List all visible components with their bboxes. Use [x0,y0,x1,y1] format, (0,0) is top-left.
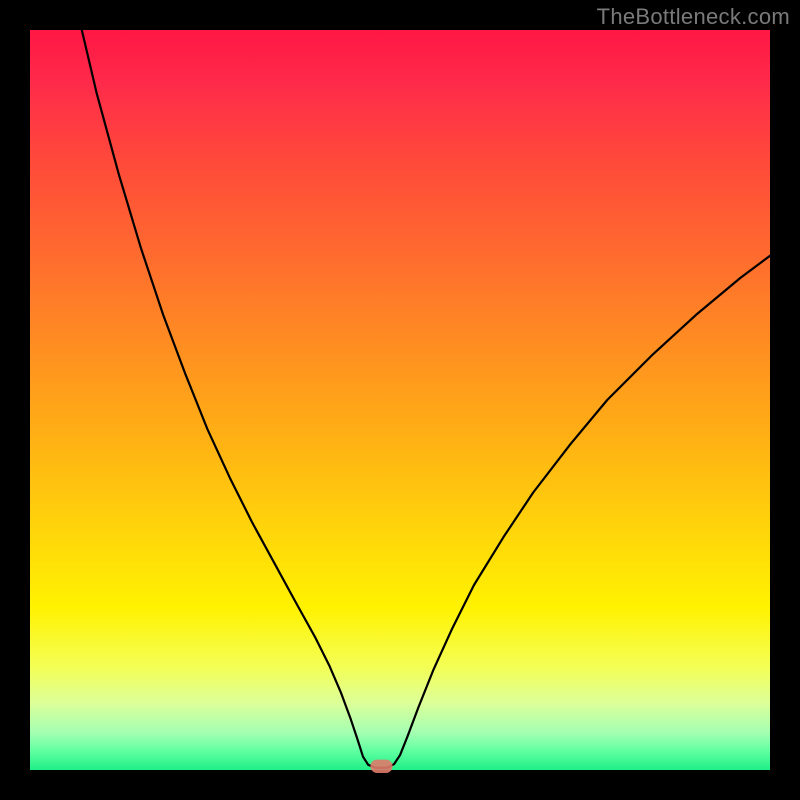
plot-background [30,30,770,770]
optimum-marker [370,760,392,773]
bottleneck-chart [0,0,800,800]
chart-container: TheBottleneck.com [0,0,800,800]
watermark-text: TheBottleneck.com [597,4,790,30]
